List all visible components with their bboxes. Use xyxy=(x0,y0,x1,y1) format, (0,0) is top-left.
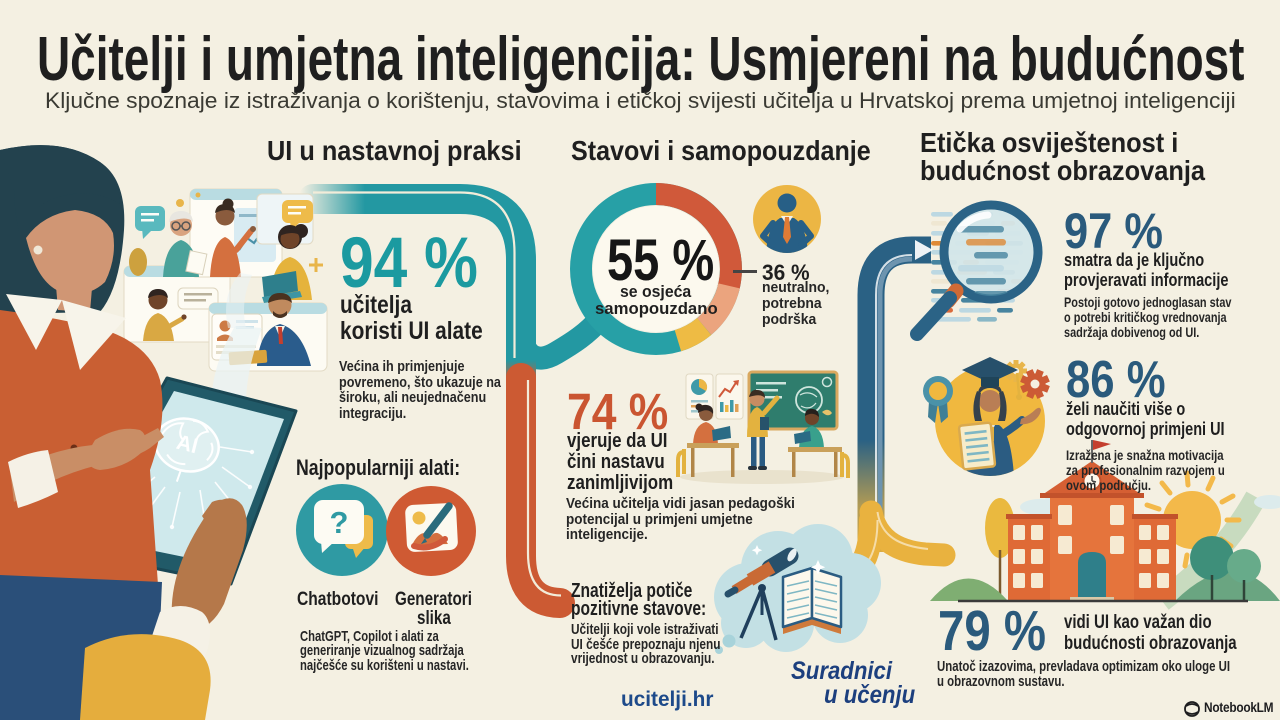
svg-text:?: ? xyxy=(330,505,349,540)
